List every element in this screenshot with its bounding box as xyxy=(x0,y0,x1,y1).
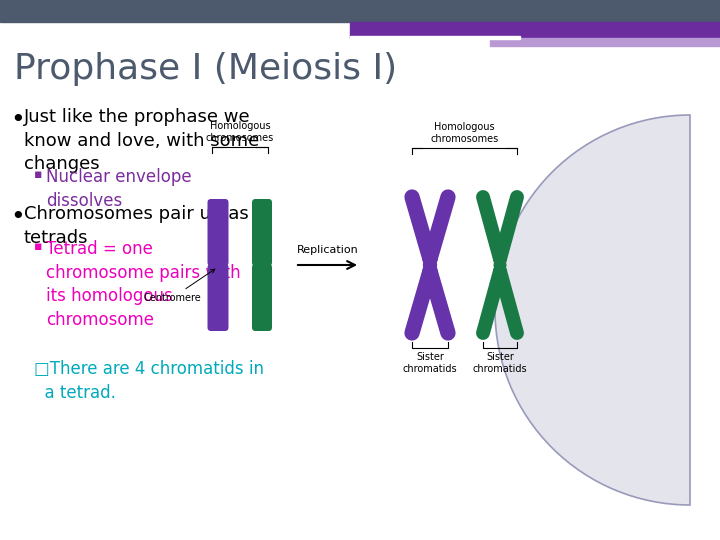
Text: Nuclear envelope
dissolves: Nuclear envelope dissolves xyxy=(46,168,192,210)
Text: Homologous
chromosomes: Homologous chromosomes xyxy=(431,123,499,144)
Bar xyxy=(350,22,720,38)
Text: Homologous
chromosomes: Homologous chromosomes xyxy=(206,122,274,143)
Ellipse shape xyxy=(255,261,269,269)
Text: Sister
chromatids: Sister chromatids xyxy=(473,352,527,374)
Text: Tetrad = one
chromosome pairs with
its homologous
chromosome: Tetrad = one chromosome pairs with its h… xyxy=(46,240,240,329)
Text: Chromosomes pair up as
tetrads: Chromosomes pair up as tetrads xyxy=(24,205,248,247)
Bar xyxy=(350,36,520,39)
Ellipse shape xyxy=(210,261,226,269)
Text: Centromere: Centromere xyxy=(143,269,215,303)
Text: ▪: ▪ xyxy=(34,240,42,253)
Wedge shape xyxy=(495,115,690,505)
FancyBboxPatch shape xyxy=(252,199,272,266)
Text: ▪: ▪ xyxy=(34,168,42,181)
Text: Just like the prophase we
know and love, with some
changes: Just like the prophase we know and love,… xyxy=(24,108,259,173)
Text: Sister
chromatids: Sister chromatids xyxy=(402,352,457,374)
Bar xyxy=(490,38,720,46)
FancyBboxPatch shape xyxy=(207,199,228,266)
Text: □There are 4 chromatids in
  a tetrad.: □There are 4 chromatids in a tetrad. xyxy=(34,360,264,402)
Text: Prophase I (Meiosis I): Prophase I (Meiosis I) xyxy=(14,52,397,86)
Bar xyxy=(0,0,720,22)
Ellipse shape xyxy=(423,258,437,272)
FancyBboxPatch shape xyxy=(252,264,272,331)
FancyBboxPatch shape xyxy=(207,264,228,331)
Text: •: • xyxy=(10,205,24,229)
Text: •: • xyxy=(10,108,24,132)
Text: Replication: Replication xyxy=(297,245,359,255)
Ellipse shape xyxy=(493,259,506,272)
